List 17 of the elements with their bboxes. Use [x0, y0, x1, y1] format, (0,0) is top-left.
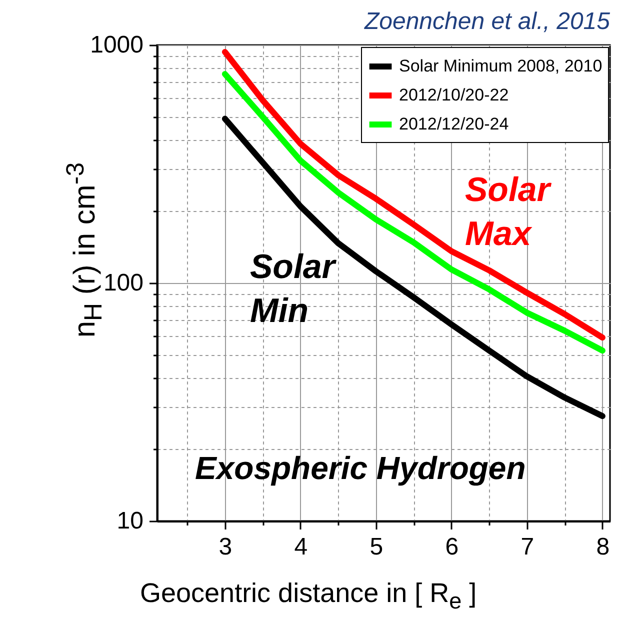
- y-tick-label: 1000: [90, 32, 144, 58]
- x-tick-label: 3: [218, 534, 232, 560]
- x-tick-label: 6: [445, 534, 459, 560]
- annotation: Solar Max: [465, 170, 550, 255]
- x-tick-label: 7: [520, 534, 534, 560]
- x-tick-label: 4: [294, 534, 308, 560]
- x-axis-title: Geocentric distance in [ R$_{e}$ ]: [140, 578, 477, 614]
- annotation: Solar Min: [250, 247, 336, 332]
- legend-label: Solar Minimum 2008, 2010: [399, 56, 602, 76]
- text: Zoennchen et al., 2015: [364, 8, 610, 36]
- annotation: Exospheric Hydrogen: [195, 450, 526, 487]
- legend-label: 2012/10/20-22: [399, 86, 509, 104]
- x-tick-label: 8: [596, 534, 610, 560]
- y-tick-label: 10: [116, 508, 144, 534]
- y-tick-label: 100: [103, 270, 144, 296]
- legend-label: 2012/12/20-24: [399, 114, 509, 134]
- x-tick-label: 5: [370, 534, 384, 560]
